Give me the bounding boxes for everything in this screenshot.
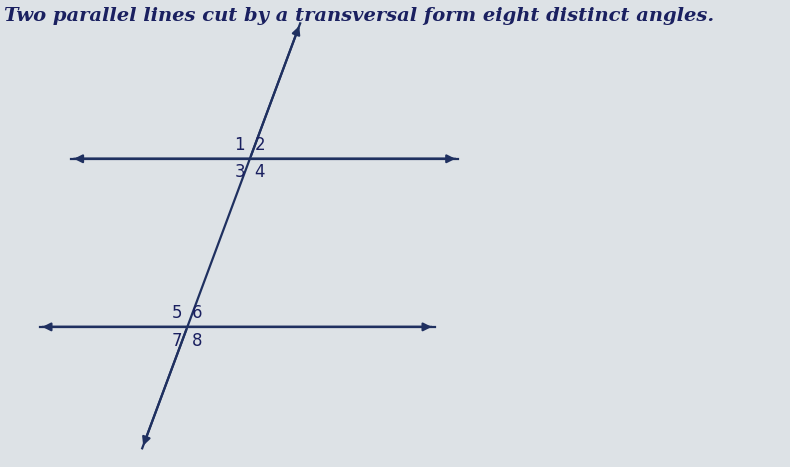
Text: Two parallel lines cut by a transversal form eight distinct angles.: Two parallel lines cut by a transversal … [4, 7, 714, 25]
Text: 1: 1 [235, 136, 245, 154]
Text: 4: 4 [254, 163, 265, 182]
Text: 8: 8 [192, 332, 202, 350]
Text: 7: 7 [172, 332, 182, 350]
Text: 2: 2 [254, 136, 265, 154]
Text: 3: 3 [235, 163, 245, 182]
Text: 5: 5 [172, 304, 182, 322]
Text: 6: 6 [192, 304, 202, 322]
